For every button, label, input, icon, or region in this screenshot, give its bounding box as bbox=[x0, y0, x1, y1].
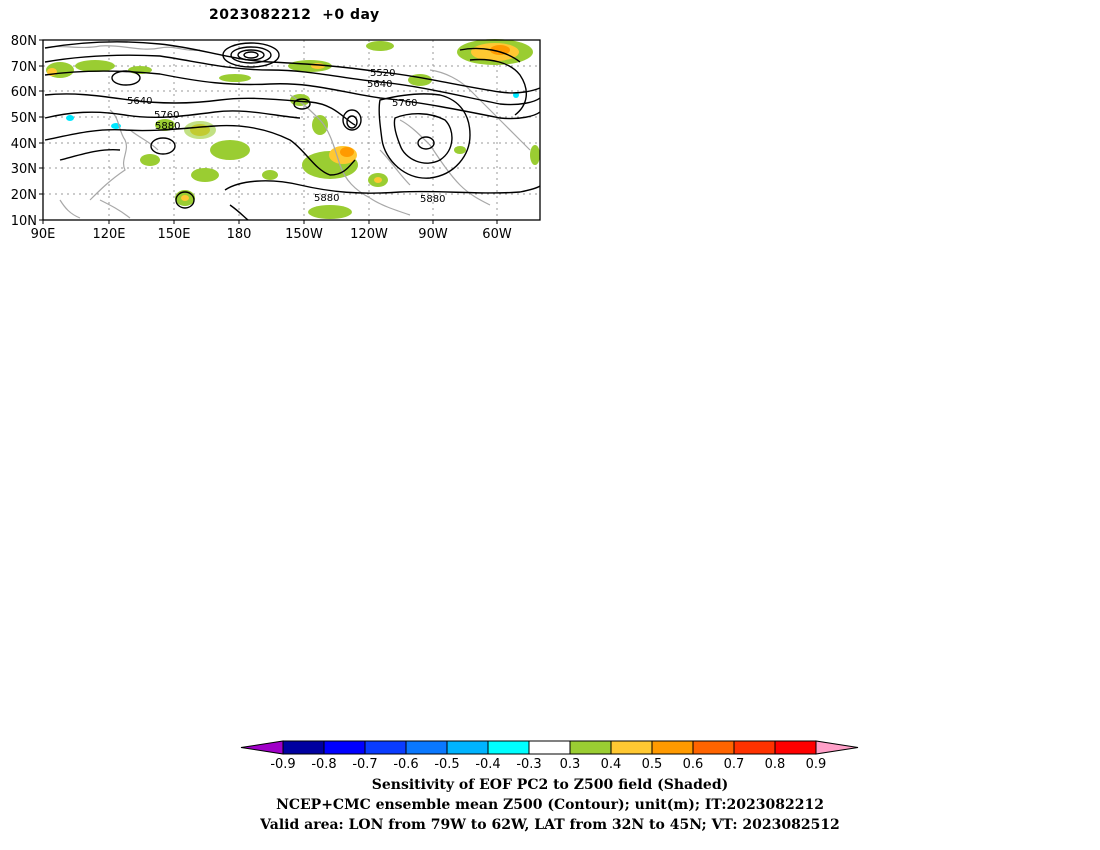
lon-label-150w: 150W bbox=[285, 227, 323, 242]
colorbar-box bbox=[610, 740, 653, 755]
lat-label-50n: 50N bbox=[11, 111, 37, 126]
colorbar-tick-label: 0.5 bbox=[642, 757, 663, 772]
colorbar-tick-label: -0.9 bbox=[270, 757, 295, 772]
colorbar-tick-label: -0.6 bbox=[393, 757, 418, 772]
colorbar-arrow-right bbox=[815, 740, 859, 755]
colorbar-tick-label: -0.5 bbox=[434, 757, 459, 772]
caption-contour: NCEP+CMC ensemble mean Z500 (Contour); u… bbox=[276, 797, 824, 813]
lon-label-120w: 120W bbox=[350, 227, 388, 242]
map-title: 2023082212 +0 day bbox=[209, 7, 380, 23]
colorbar-tick-label: 0.9 bbox=[806, 757, 827, 772]
contour-label-5640-west: 5640 bbox=[127, 96, 152, 107]
caption-shading: Sensitivity of EOF PC2 to Z500 field (Sh… bbox=[371, 777, 729, 793]
colorbar-labels: -0.9 -0.8 -0.7 -0.6 -0.5 -0.4 -0.3 0.3 0.4 0.5 0.6… bbox=[270, 757, 826, 772]
longitude-labels: 90E 120E 150E 180 150W 120W 90W 60W bbox=[31, 227, 512, 242]
lon-label-180: 180 bbox=[227, 227, 252, 242]
lat-label-20n: 20N bbox=[11, 188, 37, 203]
colorbar-tick-label: 0.8 bbox=[765, 757, 786, 772]
colorbar-tick-label: -0.8 bbox=[311, 757, 336, 772]
axis-ticks bbox=[39, 39, 498, 224]
contour-label-5640-east: 5640 bbox=[367, 79, 392, 90]
colorbar-tick-label: 0.4 bbox=[601, 757, 622, 772]
lon-label-90e: 90E bbox=[31, 227, 56, 242]
z500-sensitivity-map: 5520 5640 5640 5760 5760 5880 5880 5880 … bbox=[11, 34, 541, 242]
colorbar-tick-label: -0.3 bbox=[516, 757, 541, 772]
lat-label-70n: 70N bbox=[11, 60, 37, 75]
contour-label-5880-east: 5880 bbox=[420, 194, 445, 205]
colorbar-tick-label: -0.7 bbox=[352, 757, 377, 772]
colorbar-box bbox=[569, 740, 612, 755]
z500-contours bbox=[44, 41, 541, 221]
colorbar-box bbox=[446, 740, 489, 755]
colorbar-box bbox=[528, 740, 571, 755]
colorbar-box bbox=[774, 740, 817, 755]
lon-label-90w: 90W bbox=[418, 227, 448, 242]
contour-label-5880-west: 5880 bbox=[155, 121, 180, 132]
lat-label-60n: 60N bbox=[11, 85, 37, 100]
lat-label-30n: 30N bbox=[11, 162, 37, 177]
lon-label-150e: 150E bbox=[157, 227, 190, 242]
lon-label-60w: 60W bbox=[482, 227, 512, 242]
contour-label-5760-west: 5760 bbox=[154, 110, 179, 121]
colorbar-tick-label: -0.4 bbox=[475, 757, 500, 772]
colorbar-box bbox=[733, 740, 776, 755]
colorbar-box bbox=[282, 740, 325, 755]
colorbar-tick-label: 0.6 bbox=[683, 757, 704, 772]
colorbar-boxes bbox=[240, 740, 859, 755]
colorbar-box bbox=[364, 740, 407, 755]
map-border bbox=[42, 39, 541, 221]
colorbar-box bbox=[405, 740, 448, 755]
lat-label-80n: 80N bbox=[11, 34, 37, 49]
coastlines bbox=[44, 45, 531, 219]
contour-label-5880-central: 5880 bbox=[314, 193, 339, 204]
lat-label-10n: 10N bbox=[11, 214, 37, 229]
lon-label-120e: 120E bbox=[92, 227, 125, 242]
colorbar-box bbox=[323, 740, 366, 755]
colorbar-tick-label: 0.7 bbox=[724, 757, 745, 772]
colorbar-box bbox=[692, 740, 735, 755]
latitude-labels: 80N 70N 60N 50N 40N 30N 20N 10N bbox=[11, 34, 37, 229]
colorbar-arrow-left bbox=[240, 740, 284, 755]
lat-label-40n: 40N bbox=[11, 137, 37, 152]
contour-label-5520: 5520 bbox=[370, 68, 395, 79]
colorbar-box bbox=[487, 740, 530, 755]
contour-labels: 5520 5640 5640 5760 5760 5880 5880 5880 bbox=[127, 68, 445, 205]
caption-valid-area: Valid area: LON from 79W to 62W, LAT fro… bbox=[260, 817, 840, 833]
colorbar-tick-label: 0.3 bbox=[560, 757, 581, 772]
contour-label-5760-east: 5760 bbox=[392, 98, 417, 109]
colorbar-box bbox=[651, 740, 694, 755]
